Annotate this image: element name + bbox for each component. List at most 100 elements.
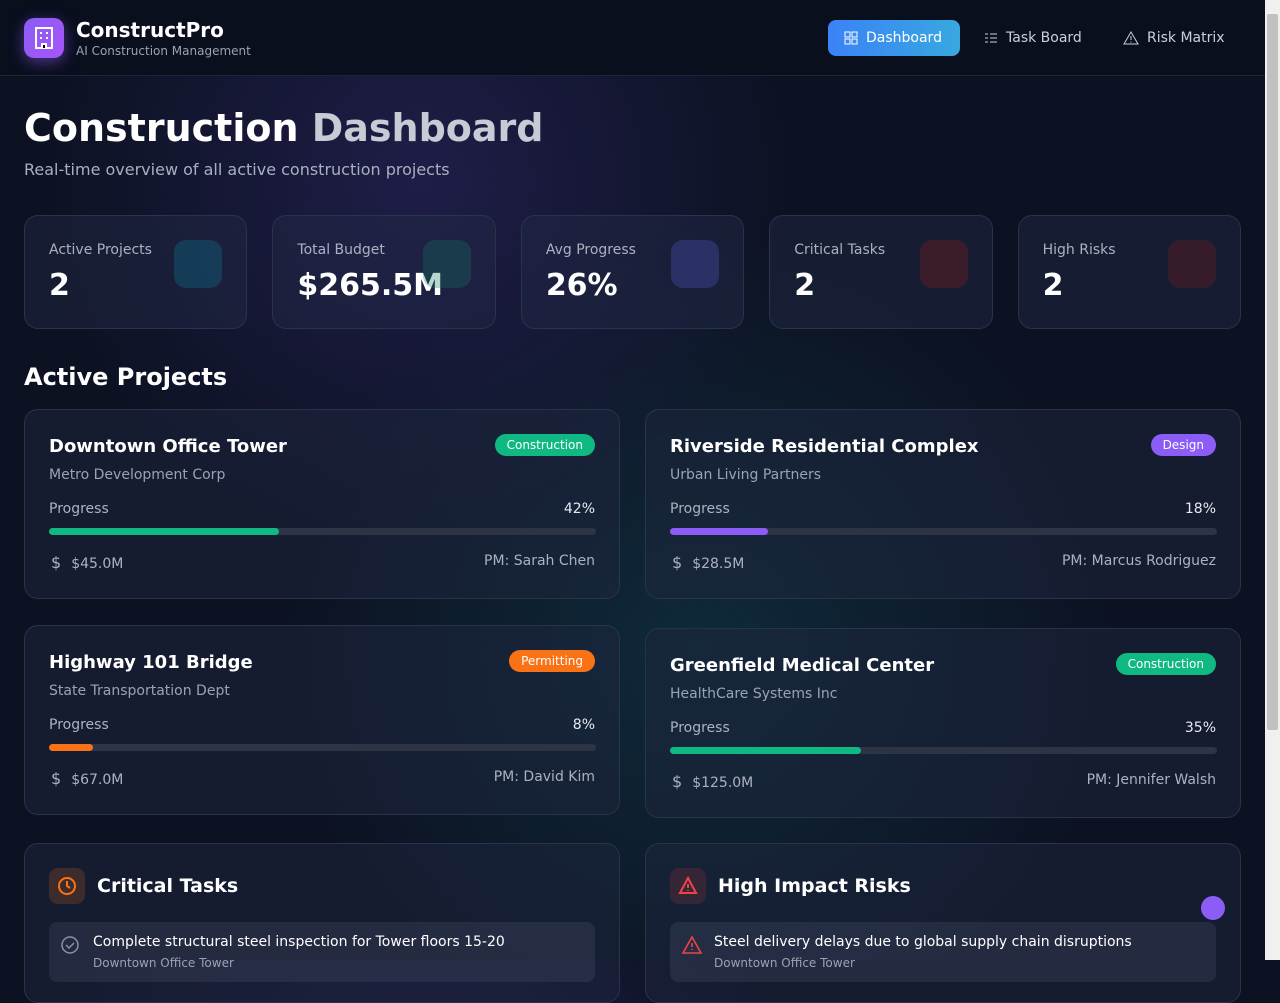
stat-label: High Risks [1042,242,1116,258]
budget: $ $45.0M [49,553,123,572]
scrollbar [1265,0,1280,960]
panel-icon [49,868,85,904]
check-icon [61,936,79,954]
project-name: Highway 101 Bridge [49,652,253,673]
brand: ConstructPro [76,18,224,42]
progress-value: 42% [563,501,595,517]
progress-value: 8% [572,717,595,733]
panel-icon [670,868,706,904]
dollar-icon: $ [672,553,683,572]
stat-label: Active Projects [49,242,152,258]
logo-icon [35,27,53,49]
progress-bar [670,528,769,535]
tagline: AI Construction Management [76,44,251,58]
page-subtitle: Real-time overview of all active constru… [24,160,450,179]
alert-icon [682,936,702,954]
budget-row: $ $28.5M PM: Marcus Rodriguez [670,553,1216,572]
nav-icon [1123,31,1139,45]
list-item[interactable]: Complete structural steel inspection for… [49,922,595,982]
project-name: Downtown Office Tower [49,436,287,457]
assistant-button[interactable] [1201,896,1225,920]
dollar-icon: $ [672,772,683,791]
stat-card: Active Projects 2 [24,215,248,329]
budget-value: $45.0M [71,556,124,572]
project-client: HealthCare Systems Inc [670,686,838,702]
section-title: Active Projects [24,363,228,391]
risk-list: Steel delivery delays due to global supp… [670,922,1216,982]
progress-row: Progress 18% [670,501,1216,517]
budget-value: $125.0M [692,775,754,791]
project-client: State Transportation Dept [49,683,230,699]
panel-header: High Impact Risks [670,868,1216,904]
panel-title: Critical Tasks [97,875,239,897]
task-list: Complete structural steel inspection for… [49,922,595,982]
alert-icon [678,876,698,894]
project-grid: Downtown Office Tower Construction Metro… [24,409,1241,818]
status-badge: Permitting [509,650,595,672]
main: Construction Dashboard Real-time overvie… [24,106,1242,818]
stat-value: 2 [794,268,816,303]
project-card[interactable]: Highway 101 Bridge Permitting State Tran… [24,625,620,815]
project-client: Metro Development Corp [49,467,226,483]
progress-label: Progress [670,720,730,736]
project-manager: PM: Sarah Chen [484,553,595,569]
progress-label: Progress [49,717,109,733]
progress-value: 35% [1184,720,1216,736]
nav-taskboard[interactable]: Task Board [968,20,1098,56]
nav-dashboard[interactable]: Dashboard [828,20,960,56]
stat-icon [671,240,720,288]
status-badge: Design [1150,434,1216,456]
stat-card: Avg Progress 26% [520,215,745,329]
item-project: Downtown Office Tower [93,956,234,970]
item-text: Complete structural steel inspection for… [93,934,505,950]
progress-bar [49,744,93,751]
clock-icon [58,877,76,895]
budget: $ $28.5M [670,553,744,572]
budget-row: $ $67.0M PM: David Kim [49,769,595,788]
project-name: Riverside Residential Complex [670,436,979,457]
logo[interactable] [24,18,64,58]
progress-track [670,528,1217,535]
list-item[interactable]: Steel delivery delays due to global supp… [670,922,1216,982]
title-accent: Dashboard [311,106,544,150]
progress-bar [670,747,862,754]
project-manager: PM: Jennifer Walsh [1086,772,1216,788]
bottom-panels: Critical Tasks Complete structural steel… [24,843,1241,1003]
stat-value: $265.5M [297,268,444,303]
status-badge: Construction [494,434,595,456]
stat-icon [174,240,223,288]
progress-track [670,747,1217,754]
stat-icon [1168,240,1217,288]
stats-row: Active Projects 2 Total Budget $265.5M Avg P… [24,215,1242,329]
nav-label: Task Board [1006,30,1082,46]
progress-row: Progress 42% [49,501,595,517]
risks-panel: High Impact Risks Steel delivery delays … [645,843,1241,1003]
stat-label: Critical Tasks [794,242,886,258]
page-title: Construction Dashboard [24,106,1241,150]
stat-card: Critical Tasks 2 [769,215,993,329]
header: ConstructPro AI Construction Management … [0,0,1265,76]
nav-icon [985,33,997,43]
item-project: Downtown Office Tower [714,956,855,970]
progress-bar [49,528,279,535]
budget-row: $ $125.0M PM: Jennifer Walsh [670,772,1216,791]
scrollbar-thumb[interactable] [1267,14,1278,730]
dollar-icon: $ [51,769,62,788]
progress-label: Progress [49,501,109,517]
budget: $ $125.0M [670,772,753,791]
project-card[interactable]: Downtown Office Tower Construction Metro… [24,409,620,599]
stat-value: 2 [49,268,70,303]
stat-label: Avg Progress [545,242,636,258]
item-text: Steel delivery delays due to global supp… [714,934,1132,950]
nav-riskmatrix[interactable]: Risk Matrix [1107,20,1241,56]
project-client: Urban Living Partners [670,467,822,483]
tasks-panel: Critical Tasks Complete structural steel… [24,843,620,1003]
progress-row: Progress 35% [670,720,1216,736]
project-card[interactable]: Greenfield Medical Center Construction H… [645,628,1241,818]
stat-card: High Risks 2 [1017,215,1242,329]
dollar-icon: $ [51,553,62,572]
budget: $ $67.0M [49,769,123,788]
project-card[interactable]: Riverside Residential Complex Design Urb… [645,409,1241,599]
